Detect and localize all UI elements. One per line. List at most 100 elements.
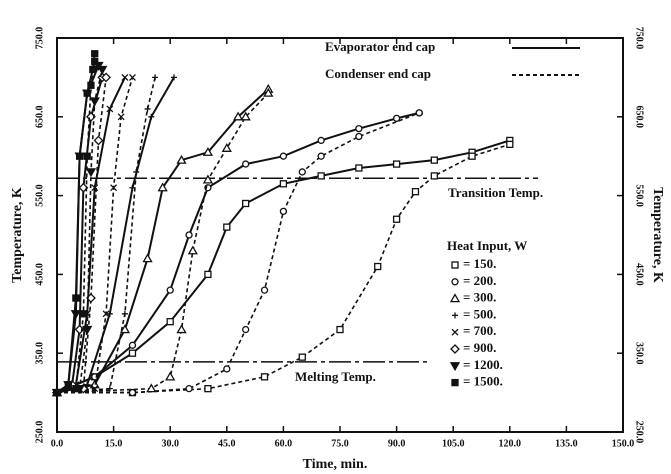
marker [221, 143, 232, 152]
y-tick-label: 650.0 [34, 106, 45, 129]
marker [75, 152, 84, 160]
marker [72, 294, 80, 302]
condenser-line [57, 112, 420, 394]
marker [355, 124, 363, 133]
marker [128, 341, 137, 349]
marker [187, 245, 198, 255]
legend-label: = 300. [463, 290, 496, 305]
marker [91, 385, 99, 393]
marker [279, 180, 288, 188]
marker [165, 371, 176, 381]
x-tick-label: 45.0 [218, 438, 236, 449]
marker [279, 152, 288, 160]
marker [101, 72, 111, 83]
x-tick-label: 90.0 [388, 438, 406, 449]
marker [89, 97, 100, 107]
legend-label: = 1200. [463, 357, 503, 372]
x-tick-label: 120.0 [499, 438, 522, 449]
marker [451, 378, 459, 387]
marker [260, 286, 269, 294]
marker [204, 270, 212, 279]
marker [170, 74, 177, 81]
x-tick-label: 105.0 [442, 438, 465, 449]
marker [142, 253, 153, 263]
x-tick-label: 15.0 [105, 438, 123, 449]
condenser-line [56, 92, 269, 394]
condenser-line [56, 69, 104, 394]
marker [355, 164, 363, 172]
marker [451, 328, 459, 336]
marker [144, 105, 151, 112]
reference-label: Transition Temp. [448, 185, 543, 200]
condenser-line [56, 77, 156, 394]
legend-label: = 500. [463, 306, 496, 321]
marker [152, 74, 159, 81]
marker [128, 388, 137, 397]
marker [449, 362, 461, 372]
marker [430, 172, 438, 180]
marker [392, 114, 401, 123]
marker [91, 50, 99, 58]
marker [79, 310, 88, 318]
marker [451, 261, 459, 269]
marker [78, 182, 89, 193]
marker [176, 324, 187, 334]
marker [85, 168, 97, 178]
marker [430, 156, 438, 164]
marker [133, 168, 140, 175]
marker [392, 160, 401, 168]
marker [202, 146, 214, 156]
y-tick-label: 750.0 [34, 27, 45, 50]
x-tick-label: 135.0 [555, 438, 578, 449]
evaporator-line [56, 111, 420, 394]
marker [97, 65, 108, 75]
marker [166, 318, 174, 326]
legend-label: Condenser end cap [325, 66, 431, 81]
y-tick-label: 350.0 [34, 342, 45, 365]
marker [411, 188, 420, 196]
marker [204, 385, 212, 393]
marker [452, 312, 458, 319]
marker [176, 154, 187, 164]
marker [298, 353, 306, 361]
x-tick-label: 150.0 [612, 438, 635, 449]
marker [157, 182, 168, 192]
marker [121, 310, 128, 317]
marker [91, 57, 99, 66]
marker [64, 381, 72, 389]
y2-tick-label: 550.0 [634, 184, 645, 207]
x-tick-label: 60.0 [275, 438, 293, 449]
marker [148, 113, 155, 120]
y-tick-label: 450.0 [34, 263, 45, 286]
legend-label: = 150. [463, 256, 496, 271]
marker [317, 136, 325, 145]
marker [392, 215, 401, 223]
marker [242, 325, 250, 334]
marker [223, 223, 231, 231]
y2-tick-label: 750.0 [634, 27, 645, 50]
legend-label: = 1500. [463, 374, 503, 389]
y-tick-label: 250.0 [34, 421, 45, 444]
marker [317, 152, 325, 160]
marker [449, 293, 461, 303]
marker [263, 87, 274, 97]
condenser-line [56, 77, 134, 394]
y2-tick-label: 450.0 [634, 263, 645, 286]
marker [84, 381, 91, 388]
legend-label: = 200. [463, 273, 496, 288]
marker [72, 385, 80, 393]
marker [106, 310, 113, 317]
marker [202, 174, 214, 184]
y-axis-title: Temperature, K [10, 187, 25, 283]
marker [128, 349, 137, 357]
marker [374, 262, 382, 271]
marker [87, 81, 95, 89]
marker [240, 111, 251, 121]
marker [185, 385, 193, 393]
marker [117, 113, 125, 121]
y2-tick-label: 350.0 [634, 342, 645, 365]
marker [232, 111, 244, 121]
marker [102, 310, 110, 318]
legend-title: Heat Input, W [447, 238, 527, 253]
